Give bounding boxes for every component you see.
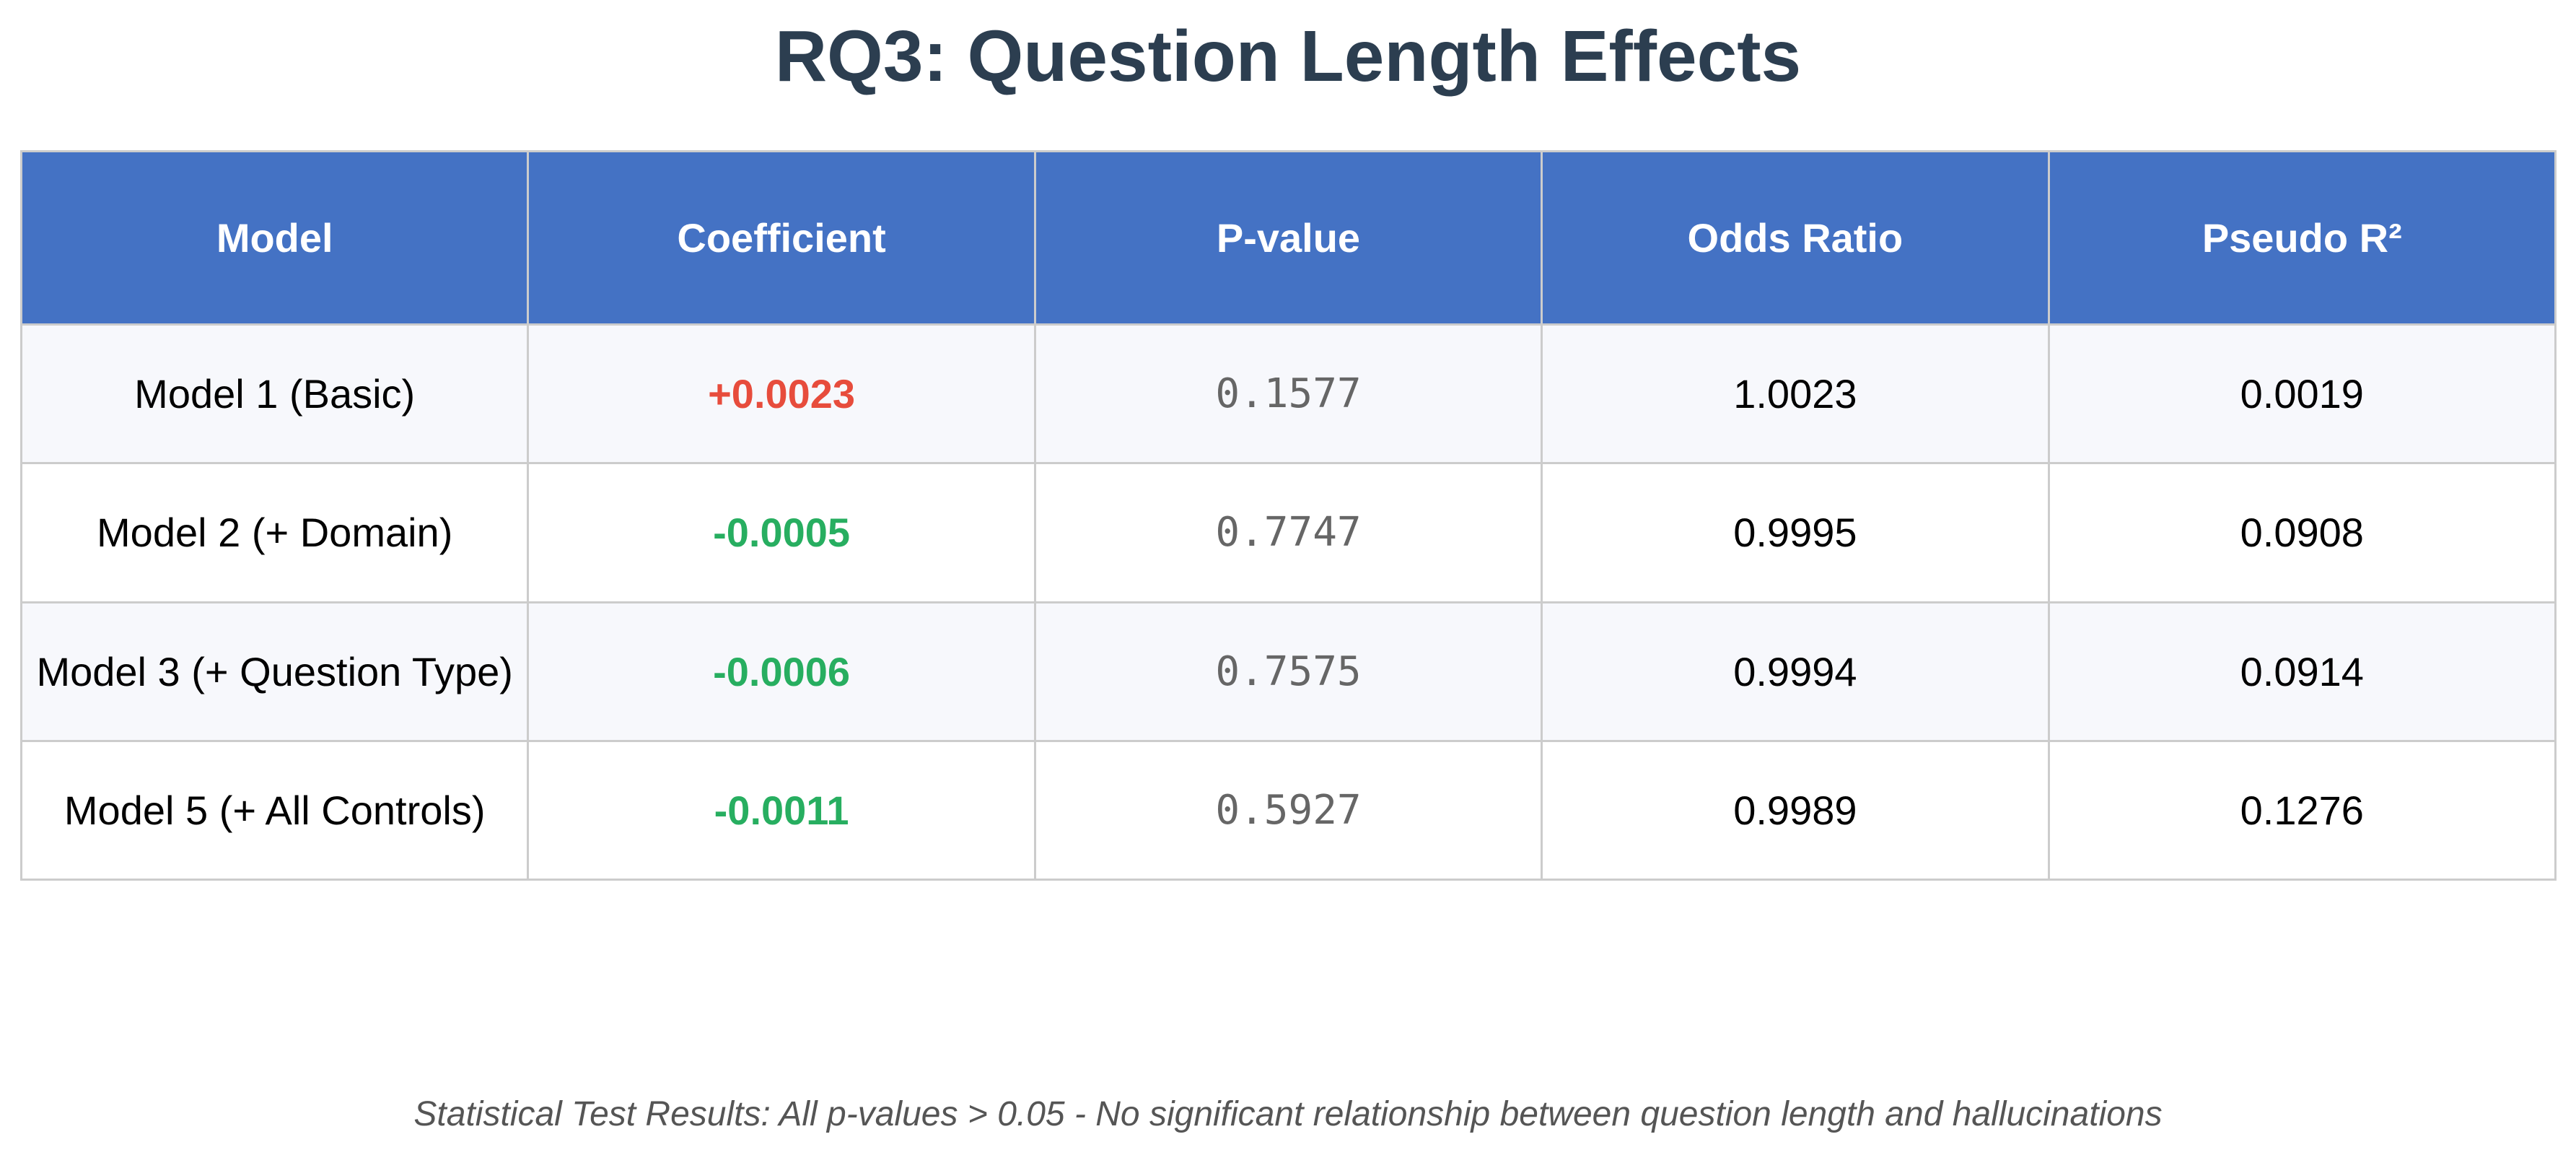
p-value-cell: 0.7747 bbox=[1035, 463, 1541, 602]
coefficient-cell: -0.0011 bbox=[528, 741, 1035, 879]
model-cell: Model 3 (+ Question Type) bbox=[22, 602, 528, 741]
pseudo-r2-cell: 0.1276 bbox=[2049, 741, 2555, 879]
column-header-pseudo-r2: Pseudo R² bbox=[2049, 152, 2555, 325]
odds-ratio-cell: 0.9995 bbox=[1542, 463, 2049, 602]
coefficient-cell: +0.0023 bbox=[528, 325, 1035, 463]
p-value-cell: 0.5927 bbox=[1035, 741, 1541, 879]
coefficient-cell: -0.0006 bbox=[528, 602, 1035, 741]
model-cell: Model 5 (+ All Controls) bbox=[22, 741, 528, 879]
odds-ratio-cell: 0.9989 bbox=[1542, 741, 2049, 879]
column-header-odds-ratio: Odds Ratio bbox=[1542, 152, 2049, 325]
pseudo-r2-cell: 0.0914 bbox=[2049, 602, 2555, 741]
model-cell: Model 1 (Basic) bbox=[22, 325, 528, 463]
odds-ratio-cell: 0.9994 bbox=[1542, 602, 2049, 741]
column-header-p-value: P-value bbox=[1035, 152, 1541, 325]
table-row: Model 1 (Basic) +0.0023 0.1577 1.0023 0.… bbox=[22, 325, 2556, 463]
odds-ratio-cell: 1.0023 bbox=[1542, 325, 2049, 463]
model-cell: Model 2 (+ Domain) bbox=[22, 463, 528, 602]
pseudo-r2-cell: 0.0019 bbox=[2049, 325, 2555, 463]
results-table: Model Coefficient P-value Odds Ratio Pse… bbox=[20, 150, 2557, 881]
p-value-cell: 0.7575 bbox=[1035, 602, 1541, 741]
p-value-cell: 0.1577 bbox=[1035, 325, 1541, 463]
table-row: Model 2 (+ Domain) -0.0005 0.7747 0.9995… bbox=[22, 463, 2556, 602]
table-row: Model 5 (+ All Controls) -0.0011 0.5927 … bbox=[22, 741, 2556, 879]
column-header-coefficient: Coefficient bbox=[528, 152, 1035, 325]
chart-title: RQ3: Question Length Effects bbox=[0, 6, 2576, 107]
footnote: Statistical Test Results: All p-values >… bbox=[0, 1091, 2576, 1138]
table-header-row: Model Coefficient P-value Odds Ratio Pse… bbox=[22, 152, 2556, 325]
pseudo-r2-cell: 0.0908 bbox=[2049, 463, 2555, 602]
coefficient-cell: -0.0005 bbox=[528, 463, 1035, 602]
column-header-model: Model bbox=[22, 152, 528, 325]
table-row: Model 3 (+ Question Type) -0.0006 0.7575… bbox=[22, 602, 2556, 741]
